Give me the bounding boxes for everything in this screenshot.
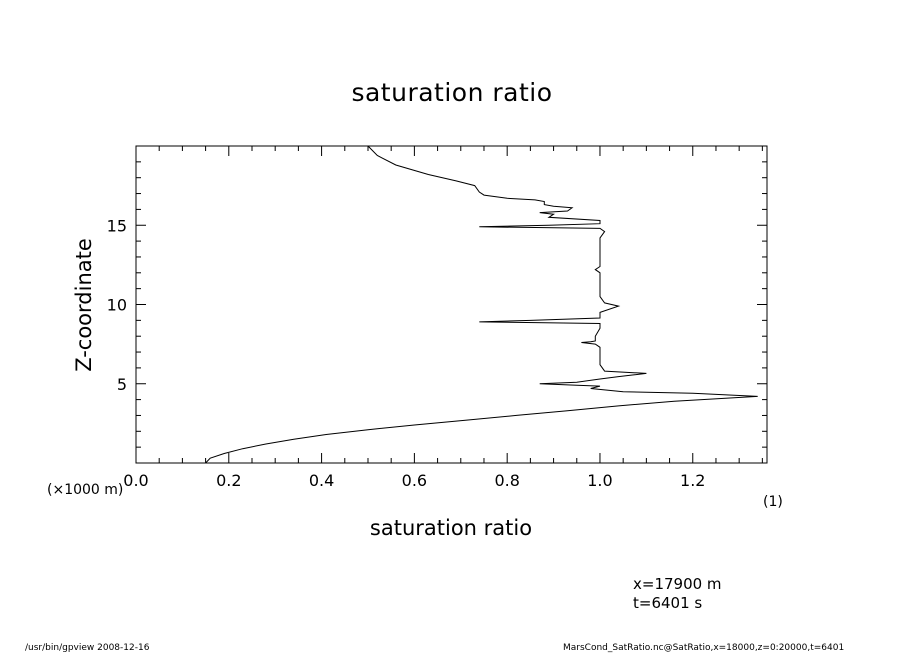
y-axis-unit-label: (×1000 m) (47, 482, 124, 498)
x-axis-label: saturation ratio (369, 516, 533, 540)
info-time: t=6401 s (633, 594, 703, 612)
axes-frame (135, 145, 768, 464)
tick-labels: 0.0 0.2 0.4 0.6 0.8 1.0 1.2 5 10 15 (107, 216, 706, 490)
x-axis-unit-label: (1) (763, 494, 783, 510)
info-x-position: x=17900 m (633, 575, 722, 593)
chart-title: saturation ratio (351, 78, 553, 107)
footer-left: /usr/bin/gpview 2008-12-16 (25, 643, 150, 653)
footer-right: MarsCond_SatRatio.nc@SatRatio,x=18000,z=… (563, 643, 845, 653)
series-layer (205, 145, 758, 464)
y-axis-label: Z-coordinate (72, 238, 96, 372)
y-tick-label: 15 (107, 216, 127, 235)
y-tick-label: 10 (107, 296, 127, 315)
x-tick-label: 1.0 (587, 471, 612, 490)
y-tick-label: 5 (117, 375, 127, 394)
x-tick-label: 1.2 (680, 471, 705, 490)
x-tick-label: 0.2 (216, 471, 241, 490)
x-tick-label: 0.4 (309, 471, 334, 490)
axis-ticks (135, 146, 767, 463)
x-tick-label: 0.6 (402, 471, 427, 490)
series-line (205, 145, 758, 464)
axes-box (135, 145, 768, 464)
x-tick-label: 0.8 (494, 471, 519, 490)
x-tick-label: 0.0 (123, 471, 148, 490)
